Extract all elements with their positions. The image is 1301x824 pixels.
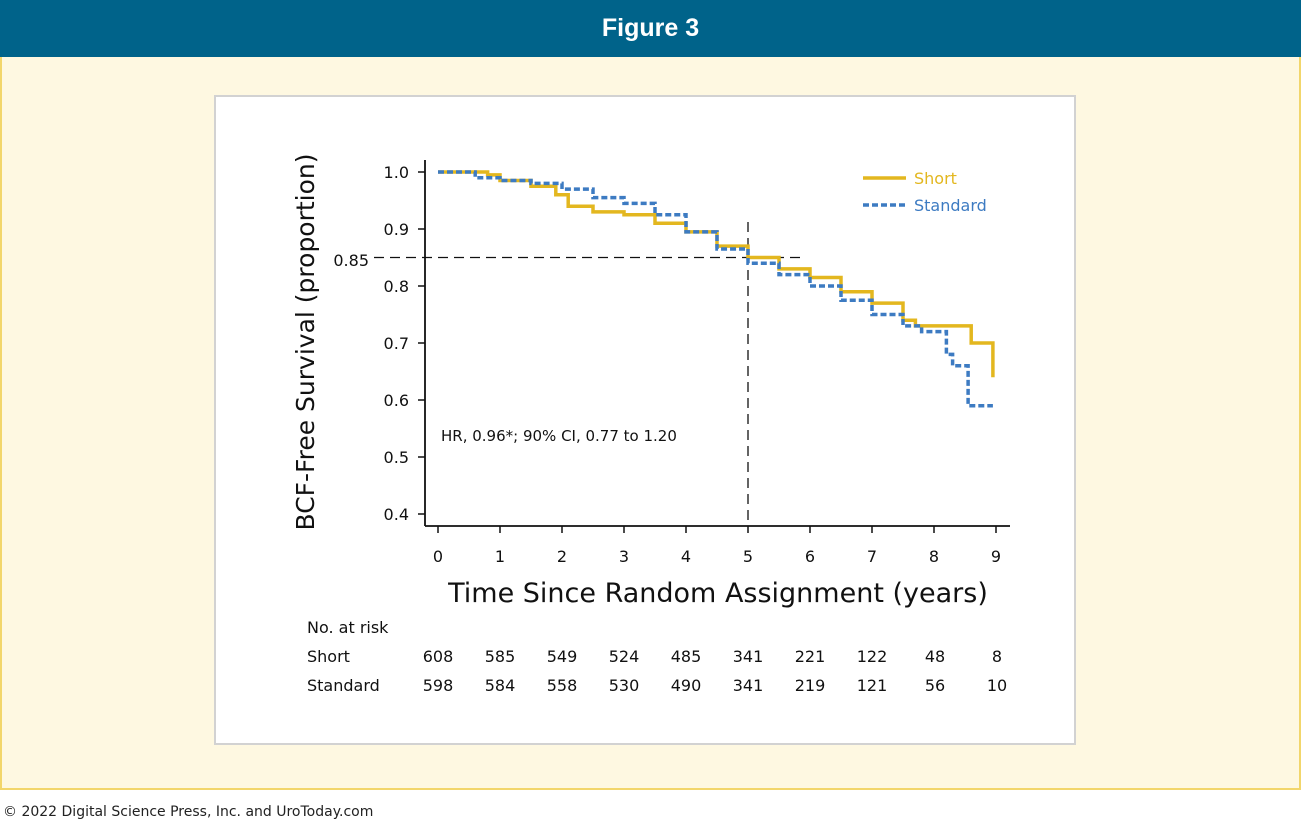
legend: Short Standard (863, 169, 987, 215)
risk-value-short: 549 (547, 647, 578, 666)
risk-value-standard: 121 (857, 676, 888, 695)
risk-value-short: 122 (857, 647, 888, 666)
risk-value-short: 524 (609, 647, 640, 666)
x-tick-label: 9 (991, 547, 1001, 566)
y-tick-label: 1.0 (384, 163, 409, 182)
risk-value-standard: 219 (795, 676, 826, 695)
series-line-short (438, 170, 995, 378)
risk-value-standard: 584 (485, 676, 516, 695)
risk-value-standard: 56 (925, 676, 945, 695)
legend-label-standard: Standard (914, 196, 987, 215)
x-ticks: 0 1 2 3 4 5 6 7 8 9 (433, 526, 1001, 566)
risk-values: 608 585 549 524 485 341 221 122 48 8 598 584 558 530 4… (423, 647, 1007, 695)
risk-row-label-standard: Standard (307, 676, 380, 695)
y-tick-label: 0.6 (384, 391, 409, 410)
reference-y-label: 0.85 (333, 251, 369, 270)
x-tick-label: 1 (495, 547, 505, 566)
y-tick-label: 0.9 (384, 220, 409, 239)
copyright-footer: © 2022 Digital Science Press, Inc. and U… (3, 804, 374, 820)
risk-value-short: 341 (733, 647, 764, 666)
hazard-ratio-annotation: HR, 0.96*; 90% CI, 0.77 to 1.20 (441, 427, 677, 445)
risk-value-short: 48 (925, 647, 945, 666)
x-tick-label: 5 (743, 547, 753, 566)
risk-value-standard: 598 (423, 676, 454, 695)
risk-value-standard: 490 (671, 676, 702, 695)
y-tick-label: 0.4 (384, 505, 409, 524)
y-tick-label: 0.8 (384, 277, 409, 296)
risk-value-standard: 10 (987, 676, 1007, 695)
risk-value-short: 8 (992, 647, 1002, 666)
x-tick-label: 7 (867, 547, 877, 566)
x-tick-label: 3 (619, 547, 629, 566)
figure-title: Figure 3 (0, 0, 1301, 57)
risk-table-title: No. at risk (307, 618, 389, 637)
y-tick-label: 0.5 (384, 448, 409, 467)
x-tick-label: 0 (433, 547, 443, 566)
survival-curves (438, 170, 995, 408)
risk-table: No. at risk Short Standard 608 585 549 524 4… (307, 618, 1007, 695)
x-axis-label: Time Since Random Assignment (years) (447, 578, 988, 609)
risk-value-standard: 341 (733, 676, 764, 695)
y-tick-label: 0.7 (384, 334, 409, 353)
y-axis-label: BCF-Free Survival (proportion) (291, 153, 320, 530)
risk-value-short: 485 (671, 647, 702, 666)
series-line-standard (438, 170, 993, 408)
risk-value-standard: 558 (547, 676, 578, 695)
risk-value-short: 585 (485, 647, 516, 666)
x-tick-label: 6 (805, 547, 815, 566)
risk-value-standard: 530 (609, 676, 640, 695)
legend-label-short: Short (914, 169, 957, 188)
x-tick-label: 4 (681, 547, 691, 566)
x-tick-label: 2 (557, 547, 567, 566)
y-ticks: 0.4 0.5 0.6 0.7 0.8 0.9 1.0 (384, 163, 425, 524)
x-tick-label: 8 (929, 547, 939, 566)
risk-row-label-short: Short (307, 647, 350, 666)
risk-value-short: 608 (423, 647, 454, 666)
risk-value-short: 221 (795, 647, 826, 666)
reference-lines (374, 222, 805, 526)
